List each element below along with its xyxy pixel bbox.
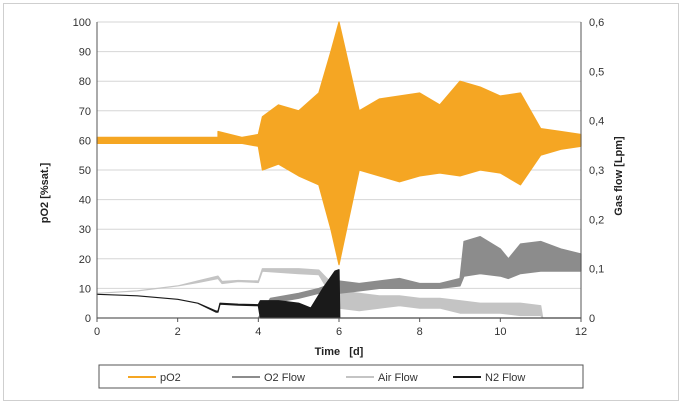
y-right-ticks: 0 0,1 0,2 0,3 0,4 0,5 0,6 — [589, 17, 604, 325]
x-tick-label: 6 — [336, 326, 342, 338]
series-po2 — [96, 21, 582, 266]
x-tick-label: 12 — [575, 326, 587, 338]
x-axis-title: Time [d] — [315, 346, 364, 358]
y-left-tick-label: 80 — [79, 76, 91, 88]
y-right-tick-label: 0 — [589, 313, 595, 325]
y-left-tick-label: 0 — [85, 313, 91, 325]
y-left-tick-label: 60 — [79, 135, 91, 147]
chart-frame — [3, 3, 679, 401]
y-right-tick-label: 0,5 — [589, 66, 604, 78]
y-left-tick-label: 50 — [79, 165, 91, 177]
y-left-tick-label: 40 — [79, 195, 91, 207]
legend-label-po2: pO2 — [160, 372, 181, 384]
x-ticks: 0 2 4 6 8 10 12 — [94, 318, 587, 338]
legend-label-air-flow: Air Flow — [378, 372, 418, 384]
y-right-tick-label: 0,1 — [589, 264, 604, 276]
y-right-tick-label: 0,6 — [589, 17, 604, 29]
y-left-axis-title: pO2 [%sat.] — [39, 162, 51, 223]
legend-label-n2-flow: N2 Flow — [485, 372, 525, 384]
y-left-tick-label: 90 — [79, 47, 91, 59]
y-right-axis-title: Gas flow [Lpm] — [613, 136, 625, 216]
x-tick-label: 8 — [417, 326, 423, 338]
legend-box — [98, 364, 584, 389]
y-left-tick-label: 30 — [79, 224, 91, 236]
legend: pO2 O2 Flow Air Flow N2 Flow — [98, 364, 584, 389]
y-right-tick-label: 0,3 — [589, 165, 604, 177]
x-tick-label: 2 — [175, 326, 181, 338]
y-left-tick-label: 70 — [79, 106, 91, 118]
x-tick-label: 4 — [255, 326, 261, 338]
y-left-tick-label: 10 — [79, 283, 91, 295]
x-tick-label: 0 — [94, 326, 100, 338]
legend-label-o2-flow: O2 Flow — [264, 372, 305, 384]
y-left-tick-label: 100 — [73, 17, 91, 29]
x-tick-label: 10 — [494, 326, 506, 338]
y-right-tick-label: 0,2 — [589, 214, 604, 226]
y-left-ticks: 0 10 20 30 40 50 60 70 80 90 100 — [73, 17, 91, 325]
y-right-tick-label: 0,4 — [589, 116, 604, 128]
y-left-tick-label: 20 — [79, 254, 91, 266]
